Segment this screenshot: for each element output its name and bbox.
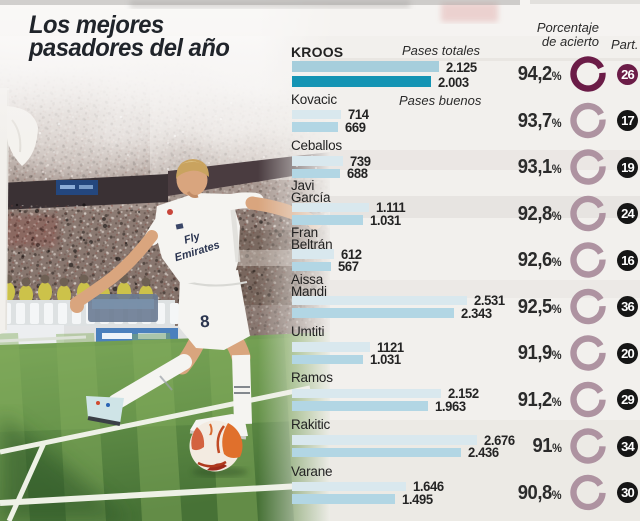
svg-text:8: 8 (199, 312, 210, 332)
svg-text:Fly: Fly (183, 230, 203, 246)
